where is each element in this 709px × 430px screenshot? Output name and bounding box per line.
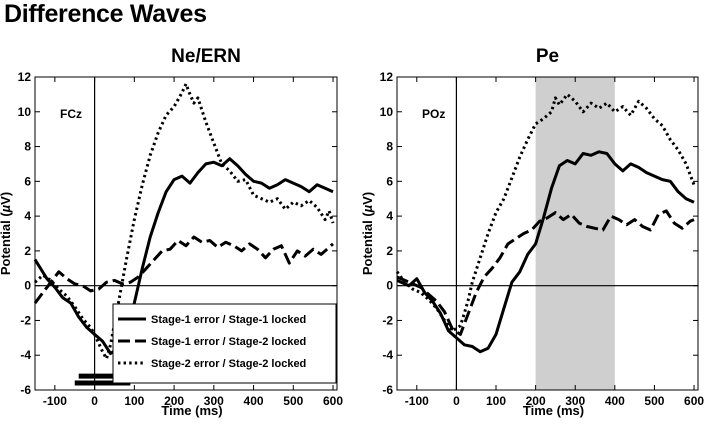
series-line-dotted <box>34 82 335 361</box>
x-tick-label: 400 <box>605 394 625 408</box>
x-tick-label: 200 <box>164 394 184 408</box>
legend-item-label: Stage-1 error / Stage-2 locked <box>151 336 306 348</box>
legend: Stage-1 error / Stage-1 locked Stage-1 er… <box>112 303 337 384</box>
y-tick-label: 12 <box>380 70 394 84</box>
y-tick-label: 8 <box>386 140 393 154</box>
x-axis-label: Time (ms) <box>161 403 222 418</box>
series-line-dashed <box>33 235 335 305</box>
x-tick-label: 0 <box>91 394 98 408</box>
x-tick-label: 400 <box>244 394 264 408</box>
x-tick-label: 300 <box>204 394 224 408</box>
series-line-solid <box>396 150 695 354</box>
x-tick-label: 0 <box>453 394 460 408</box>
y-tick-label: 4 <box>24 209 31 223</box>
y-tick-label: 10 <box>18 105 32 119</box>
plot-frame <box>34 76 338 391</box>
electrode-label: FCz <box>60 107 82 121</box>
y-tick-label: -6 <box>20 383 31 397</box>
legend-item-label: Stage-1 error / Stage-1 locked <box>151 314 306 326</box>
x-axis-label: Time (ms) <box>523 403 584 418</box>
shaded-time-window <box>535 77 615 390</box>
x-tick-label: 500 <box>644 394 664 408</box>
x-tick-label: 200 <box>526 394 546 408</box>
x-tick-label: 100 <box>124 394 144 408</box>
y-tick-label: -2 <box>20 313 31 327</box>
y-tick-label: -6 <box>382 383 393 397</box>
y-axis-label: Potential (µV) <box>360 192 375 275</box>
legend-item-label: Stage-2 error / Stage-2 locked <box>151 358 306 370</box>
panel-title: Ne/ERN <box>171 46 241 67</box>
y-tick-label: 2 <box>24 244 31 258</box>
y-tick-label: 8 <box>24 140 31 154</box>
x-tick-label: 600 <box>323 394 343 408</box>
y-tick-label: 12 <box>18 70 32 84</box>
figure-title: Difference Waves <box>4 0 207 28</box>
x-tick-label: 500 <box>283 394 303 408</box>
plot-frame <box>396 76 699 391</box>
series-line-solid <box>33 157 334 355</box>
y-tick-label: 2 <box>386 244 393 258</box>
legend-box <box>112 303 337 384</box>
y-tick-label: 10 <box>380 105 394 119</box>
y-tick-label: 6 <box>24 174 31 188</box>
chart-panel-2: -6 -4 -2 0 2 4 6 8 10 12 -100 0 100 200 300 400 500 600 Pe… <box>360 46 704 418</box>
y-axis-label: Potential (µV) <box>0 192 13 275</box>
series-line-dashed <box>396 209 695 336</box>
y-tick-label: 6 <box>386 174 393 188</box>
y-tick-label: -4 <box>20 348 31 362</box>
panel-title: Pe <box>536 46 559 67</box>
y-tick-label: 0 <box>24 279 31 293</box>
y-tick-label: -4 <box>382 348 393 362</box>
x-tick-label: 300 <box>565 394 585 408</box>
electrode-label: POz <box>422 107 445 121</box>
x-tick-label: 600 <box>684 394 704 408</box>
y-tick-label: -2 <box>382 313 393 327</box>
x-tick-label: 100 <box>486 394 506 408</box>
y-tick-label: 4 <box>386 209 393 223</box>
x-tick-label: -100 <box>43 394 67 408</box>
x-tick-label: -100 <box>405 394 429 408</box>
y-tick-label: 0 <box>386 279 393 293</box>
chart-panel-1: -6 -4 -2 0 2 4 6 8 10 12 -100 0 100 200 300 400 500 600 Ne… <box>0 46 343 418</box>
